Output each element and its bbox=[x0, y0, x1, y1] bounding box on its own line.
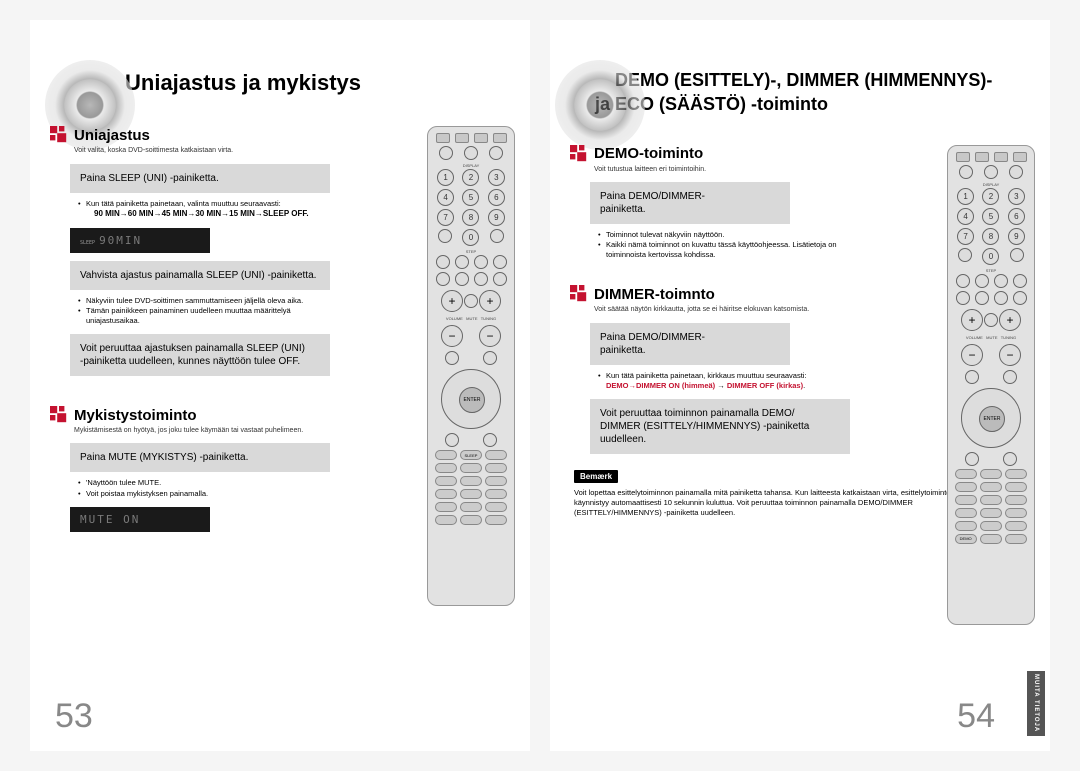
section-title-dimmer: DIMMER-toimnto bbox=[594, 286, 715, 303]
section-bullet-icon bbox=[570, 145, 588, 163]
bullet-list: Kun tätä painiketta painetaan, valinta m… bbox=[78, 199, 338, 220]
lcd-display: MUTE ON bbox=[70, 507, 210, 532]
page-title-left: Uniajastus ja mykistys bbox=[125, 70, 510, 96]
remote-control-image: DISPLAY 123 456 789 0 STEP ++ VOLUME MUT… bbox=[947, 145, 1035, 625]
note-badge: Bemærk bbox=[574, 470, 618, 483]
content-left: DISPLAY 123 456 789 0 STEP ++ VOLUME MUT… bbox=[50, 126, 510, 531]
note-text: Voit lopettaa esittelytoiminnon painamal… bbox=[574, 488, 954, 517]
instruction-box: Paina DEMO/DIMMER-painiketta. bbox=[590, 182, 790, 224]
lcd-display: SLEEP90MIN bbox=[70, 228, 210, 253]
instruction-box: Vahvista ajastus painamalla SLEEP (UNI) … bbox=[70, 261, 330, 290]
instruction-box: Paina MUTE (MYKISTYS) -painiketta. bbox=[70, 443, 330, 472]
instruction-box: Voit peruuttaa toiminnon painamalla DEMO… bbox=[590, 399, 850, 454]
section-bullet-icon bbox=[50, 406, 68, 424]
instruction-box: Paina DEMO/DIMMER-painiketta. bbox=[590, 323, 790, 365]
page-title-right-1: DEMO (ESITTELY)-, DIMMER (HIMMENNYS)- bbox=[615, 70, 1030, 92]
instruction-box: Voit peruuttaa ajastuksen painamalla SLE… bbox=[70, 334, 330, 376]
remote-control-image: DISPLAY 123 456 789 0 STEP ++ VOLUME MUT… bbox=[427, 126, 515, 606]
instruction-box: Paina SLEEP (UNI) -painiketta. bbox=[70, 164, 330, 193]
bullet-list: Toiminnot tulevat näkyviin näyttöön. Kai… bbox=[598, 230, 838, 260]
section-title-demo: DEMO-toiminto bbox=[594, 145, 703, 162]
side-tab: MUITA TIETOJA bbox=[1027, 671, 1045, 736]
section-title-mykistys: Mykistystoiminto bbox=[74, 407, 197, 424]
section-title-uniajastus: Uniajastus bbox=[74, 127, 150, 144]
page-right: DEMO (ESITTELY)-, DIMMER (HIMMENNYS)- ja… bbox=[550, 20, 1050, 751]
content-right: DISPLAY 123 456 789 0 STEP ++ VOLUME MUT… bbox=[570, 145, 1030, 518]
section-bullet-icon bbox=[570, 285, 588, 303]
bullet-list: 'Näyttöön tulee MUTE. Voit poistaa mykis… bbox=[78, 478, 338, 498]
bullet-list: Kun tätä painiketta painetaan, kirkkaus … bbox=[598, 371, 838, 391]
page-number: 53 bbox=[55, 697, 93, 736]
page-title-right-2: ja ECO (SÄÄSTÖ) -toiminto bbox=[595, 94, 1030, 115]
section-bullet-icon bbox=[50, 126, 68, 144]
page-left: Uniajastus ja mykistys DISPLAY 123 456 7… bbox=[30, 20, 530, 751]
bullet-list: Näkyviin tulee DVD-soittimen sammuttamis… bbox=[78, 296, 338, 326]
speaker-decorative-icon bbox=[555, 60, 645, 150]
page-number: 54 bbox=[957, 697, 995, 736]
